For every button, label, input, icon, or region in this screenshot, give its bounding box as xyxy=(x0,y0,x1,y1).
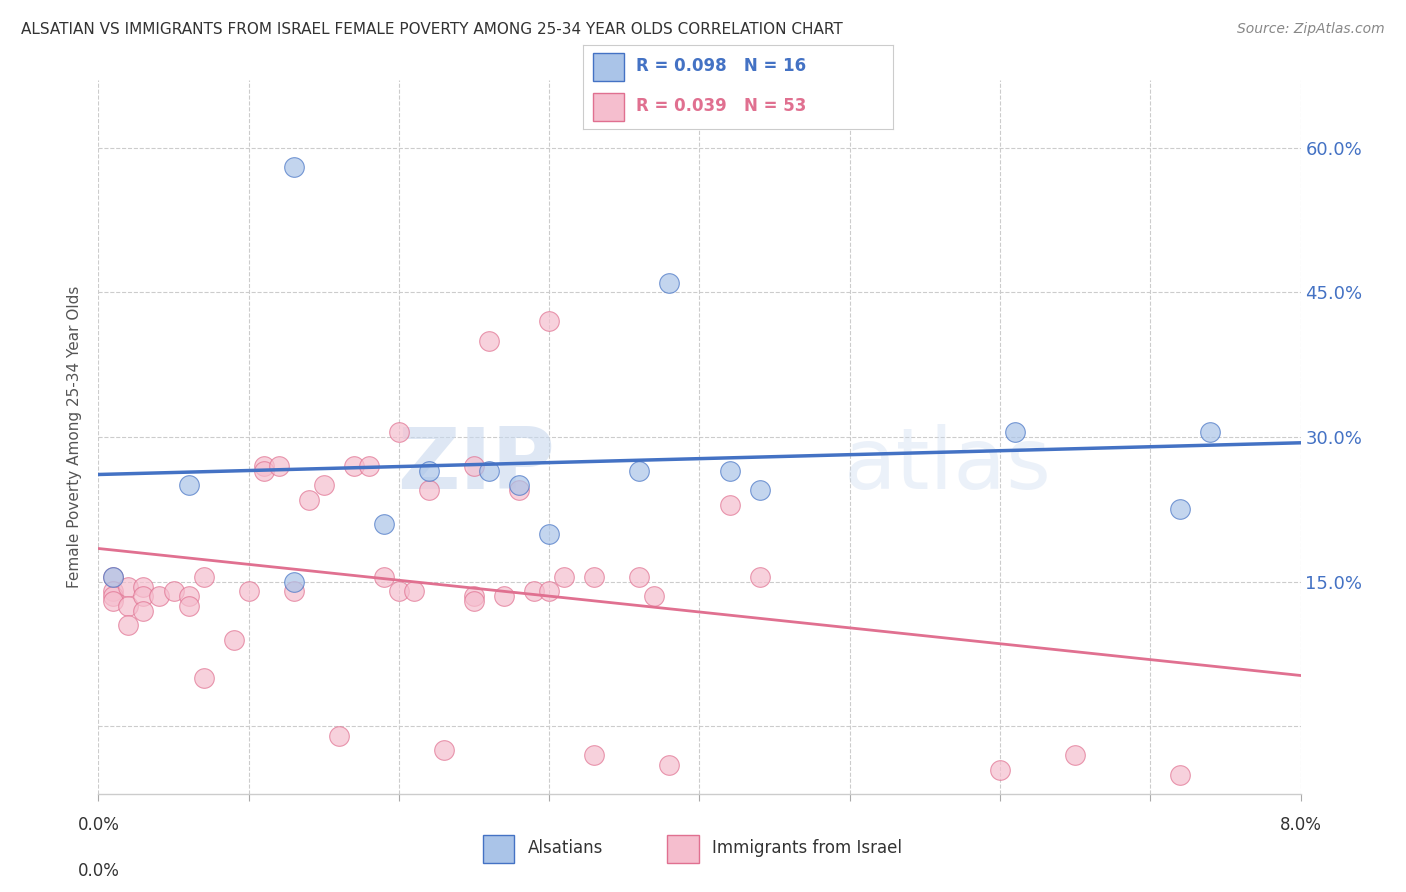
Point xyxy=(222,632,245,647)
Point xyxy=(132,604,155,618)
Point xyxy=(988,763,1011,777)
Bar xyxy=(482,836,515,863)
Point xyxy=(298,492,321,507)
Point xyxy=(388,425,411,440)
Point xyxy=(538,584,561,599)
Point xyxy=(117,599,139,613)
Text: atlas: atlas xyxy=(844,424,1052,508)
Point xyxy=(538,314,561,328)
Point xyxy=(628,570,651,584)
Point xyxy=(418,483,440,497)
Text: ALSATIAN VS IMMIGRANTS FROM ISRAEL FEMALE POVERTY AMONG 25-34 YEAR OLDS CORRELAT: ALSATIAN VS IMMIGRANTS FROM ISRAEL FEMAL… xyxy=(21,22,842,37)
Point xyxy=(117,618,139,632)
Point xyxy=(177,599,200,613)
Point xyxy=(253,464,276,478)
Point xyxy=(193,671,215,685)
Point xyxy=(132,580,155,594)
Point xyxy=(463,589,485,603)
Text: ZIP: ZIP xyxy=(398,424,555,508)
Point xyxy=(117,580,139,594)
Point xyxy=(1199,425,1222,440)
Text: 0.0%: 0.0% xyxy=(77,816,120,834)
Bar xyxy=(666,836,699,863)
Point xyxy=(523,584,546,599)
Text: 0.0%: 0.0% xyxy=(77,862,120,880)
Point xyxy=(373,570,395,584)
Point xyxy=(628,464,651,478)
Point xyxy=(328,729,350,743)
Point xyxy=(283,160,305,174)
Point xyxy=(1064,748,1087,763)
Point xyxy=(718,464,741,478)
Point xyxy=(103,594,125,608)
Text: 8.0%: 8.0% xyxy=(1279,816,1322,834)
Point xyxy=(1168,502,1191,516)
Point xyxy=(583,570,606,584)
Point xyxy=(463,458,485,473)
Point xyxy=(267,458,290,473)
Point xyxy=(748,483,770,497)
Bar xyxy=(593,93,624,120)
Point xyxy=(748,570,770,584)
Point xyxy=(103,570,125,584)
Point xyxy=(643,589,665,603)
Point xyxy=(162,584,184,599)
Point xyxy=(132,589,155,603)
Point xyxy=(343,458,366,473)
Point xyxy=(508,478,530,492)
Point xyxy=(283,584,305,599)
Point xyxy=(283,574,305,589)
Point xyxy=(418,464,440,478)
Point xyxy=(238,584,260,599)
Point xyxy=(103,584,125,599)
Point xyxy=(718,498,741,512)
Point xyxy=(148,589,170,603)
Point xyxy=(433,743,456,757)
Text: Source: ZipAtlas.com: Source: ZipAtlas.com xyxy=(1237,22,1385,37)
Point xyxy=(177,589,200,603)
Text: Alsatians: Alsatians xyxy=(527,839,603,857)
Point xyxy=(583,748,606,763)
Point xyxy=(508,483,530,497)
Y-axis label: Female Poverty Among 25-34 Year Olds: Female Poverty Among 25-34 Year Olds xyxy=(67,286,83,588)
Point xyxy=(478,334,501,348)
Point xyxy=(103,570,125,584)
Point xyxy=(373,516,395,531)
Point xyxy=(463,594,485,608)
Point xyxy=(658,276,681,290)
Point xyxy=(402,584,425,599)
Point xyxy=(538,526,561,541)
Point xyxy=(478,464,501,478)
Point xyxy=(388,584,411,599)
Point xyxy=(103,589,125,603)
Point xyxy=(253,458,276,473)
Text: R = 0.039   N = 53: R = 0.039 N = 53 xyxy=(636,96,807,114)
Point xyxy=(494,589,516,603)
Point xyxy=(193,570,215,584)
Text: R = 0.098   N = 16: R = 0.098 N = 16 xyxy=(636,57,806,75)
Point xyxy=(357,458,380,473)
Point xyxy=(1168,767,1191,781)
Point xyxy=(1004,425,1026,440)
Point xyxy=(177,478,200,492)
Point xyxy=(658,758,681,772)
Bar xyxy=(593,54,624,81)
Point xyxy=(553,570,575,584)
Text: Immigrants from Israel: Immigrants from Israel xyxy=(711,839,903,857)
Point xyxy=(312,478,335,492)
